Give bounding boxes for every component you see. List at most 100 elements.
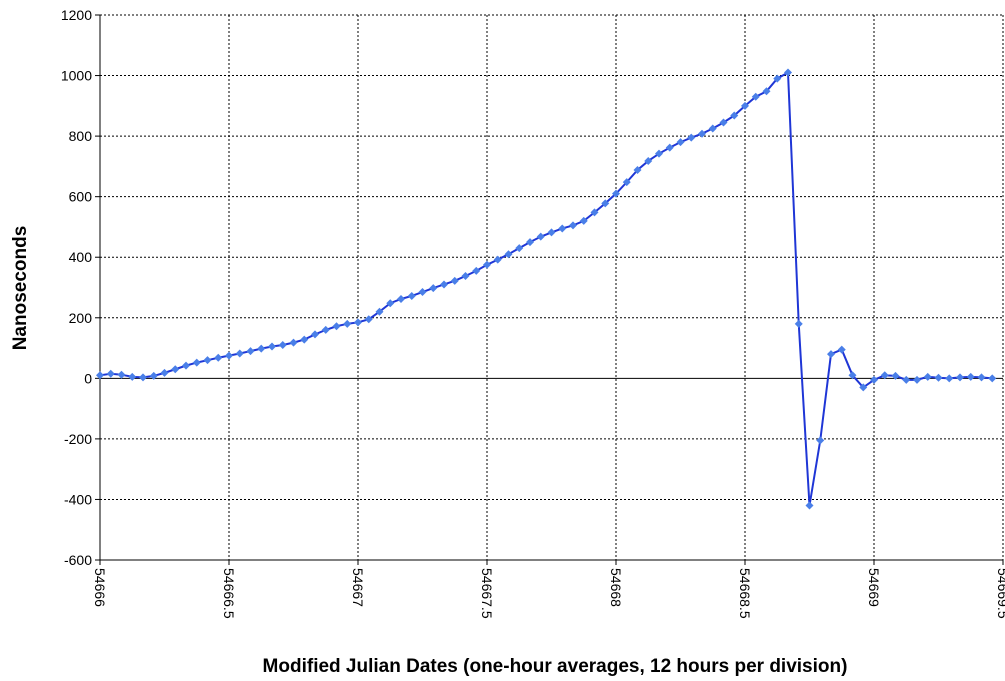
marker [289,338,298,347]
marker [784,68,793,77]
marker [181,361,190,370]
marker [934,373,943,382]
marker [633,166,642,175]
marker [321,325,330,334]
marker [117,370,126,379]
marker [526,238,535,247]
marker [268,342,277,351]
marker [214,353,223,362]
marker [300,335,309,344]
marker [859,383,868,392]
y-tick-label: 400 [69,249,93,265]
marker [794,319,803,328]
marker [203,356,212,365]
marker [902,375,911,384]
marker [955,373,964,382]
x-tick-label: 54669 [866,568,882,607]
series-line [99,70,993,506]
marker [741,101,749,110]
marker [697,129,706,138]
marker [257,344,266,353]
marker [407,291,416,300]
marker [665,143,674,152]
marker [773,74,782,83]
x-tick-label: 54667 [350,568,366,607]
x-tick-label: 54668.5 [737,568,753,619]
marker [945,374,954,383]
marker [848,371,857,380]
marker [601,199,610,208]
marker [988,374,997,383]
marker [515,244,524,253]
marker [826,350,835,359]
marker [96,371,104,380]
marker [880,371,889,380]
marker [386,299,395,308]
marker [343,319,352,328]
marker [590,208,599,217]
marker [106,369,115,378]
marker [751,92,760,101]
marker [923,372,932,381]
x-tick-label: 54667.5 [479,568,495,619]
marker [149,371,158,380]
marker [547,228,556,237]
marker [418,288,427,297]
marker [160,368,169,377]
y-tick-label: -600 [64,552,92,568]
marker [278,341,287,350]
marker [966,372,975,381]
x-tick-label: 54666.5 [221,568,237,619]
x-axis-title: Modified Julian Dates (one-hour averages… [263,656,848,677]
marker [730,111,739,120]
marker [493,255,502,264]
y-tick-label: 200 [69,310,93,326]
marker [805,501,814,510]
marker [397,295,406,304]
marker [139,373,148,382]
y-tick-label: -400 [64,491,92,507]
marker [439,280,448,289]
y-tick-label: 800 [69,128,93,144]
marker [536,232,545,241]
y-tick-label: 0 [84,370,92,386]
marker [483,260,491,269]
marker [450,276,459,285]
marker [192,358,201,367]
marker [644,156,653,165]
marker [687,133,696,142]
y-tick-label: 600 [69,189,93,205]
y-tick-label: -200 [64,431,92,447]
marker [310,330,319,339]
marker [568,221,577,230]
marker [461,271,470,280]
marker [622,178,631,187]
marker [870,375,878,384]
marker [128,372,137,381]
y-tick-label: 1000 [61,68,92,84]
marker [837,345,846,354]
marker [354,318,362,327]
marker [913,375,922,384]
marker [171,365,180,374]
marker [977,373,986,382]
marker [655,149,664,158]
x-tick-label: 54668 [608,568,624,607]
marker [891,371,900,380]
y-tick-label: 1200 [61,7,92,23]
marker [472,266,481,275]
marker [246,347,255,356]
marker [504,250,513,259]
marker [719,118,728,127]
marker [708,124,717,133]
marker [375,307,384,316]
marker [332,322,341,331]
y-axis-title: Nanoseconds [10,226,31,351]
marker [558,224,567,233]
marker [235,349,244,358]
marker [364,315,373,324]
x-tick-label: 54669.5 [995,568,1005,619]
marker [429,284,438,293]
marker [225,351,233,360]
